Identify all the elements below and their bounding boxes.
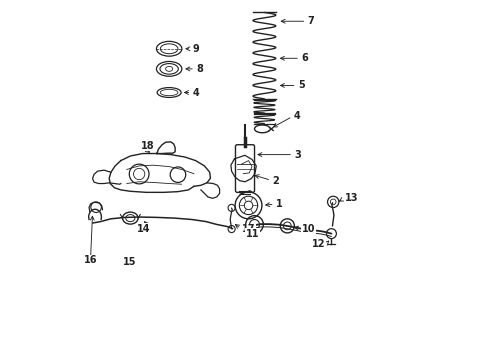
Text: 1: 1 [276,199,283,209]
Text: 13: 13 [344,193,358,203]
Text: 15: 15 [123,257,136,267]
Text: 10: 10 [301,224,315,234]
Text: 12: 12 [312,239,325,249]
Text: 2: 2 [272,176,279,186]
Text: 7: 7 [308,16,315,26]
Text: 4: 4 [193,87,199,98]
Text: 17: 17 [242,224,256,234]
Text: 11: 11 [245,229,259,239]
Text: 9: 9 [193,44,199,54]
Text: 8: 8 [196,64,203,74]
Text: 4: 4 [294,111,300,121]
Text: 6: 6 [301,53,308,63]
Text: 16: 16 [84,256,97,265]
Text: 3: 3 [294,150,301,159]
Text: 14: 14 [137,224,150,234]
Text: 5: 5 [298,80,305,90]
Text: 18: 18 [141,141,154,151]
